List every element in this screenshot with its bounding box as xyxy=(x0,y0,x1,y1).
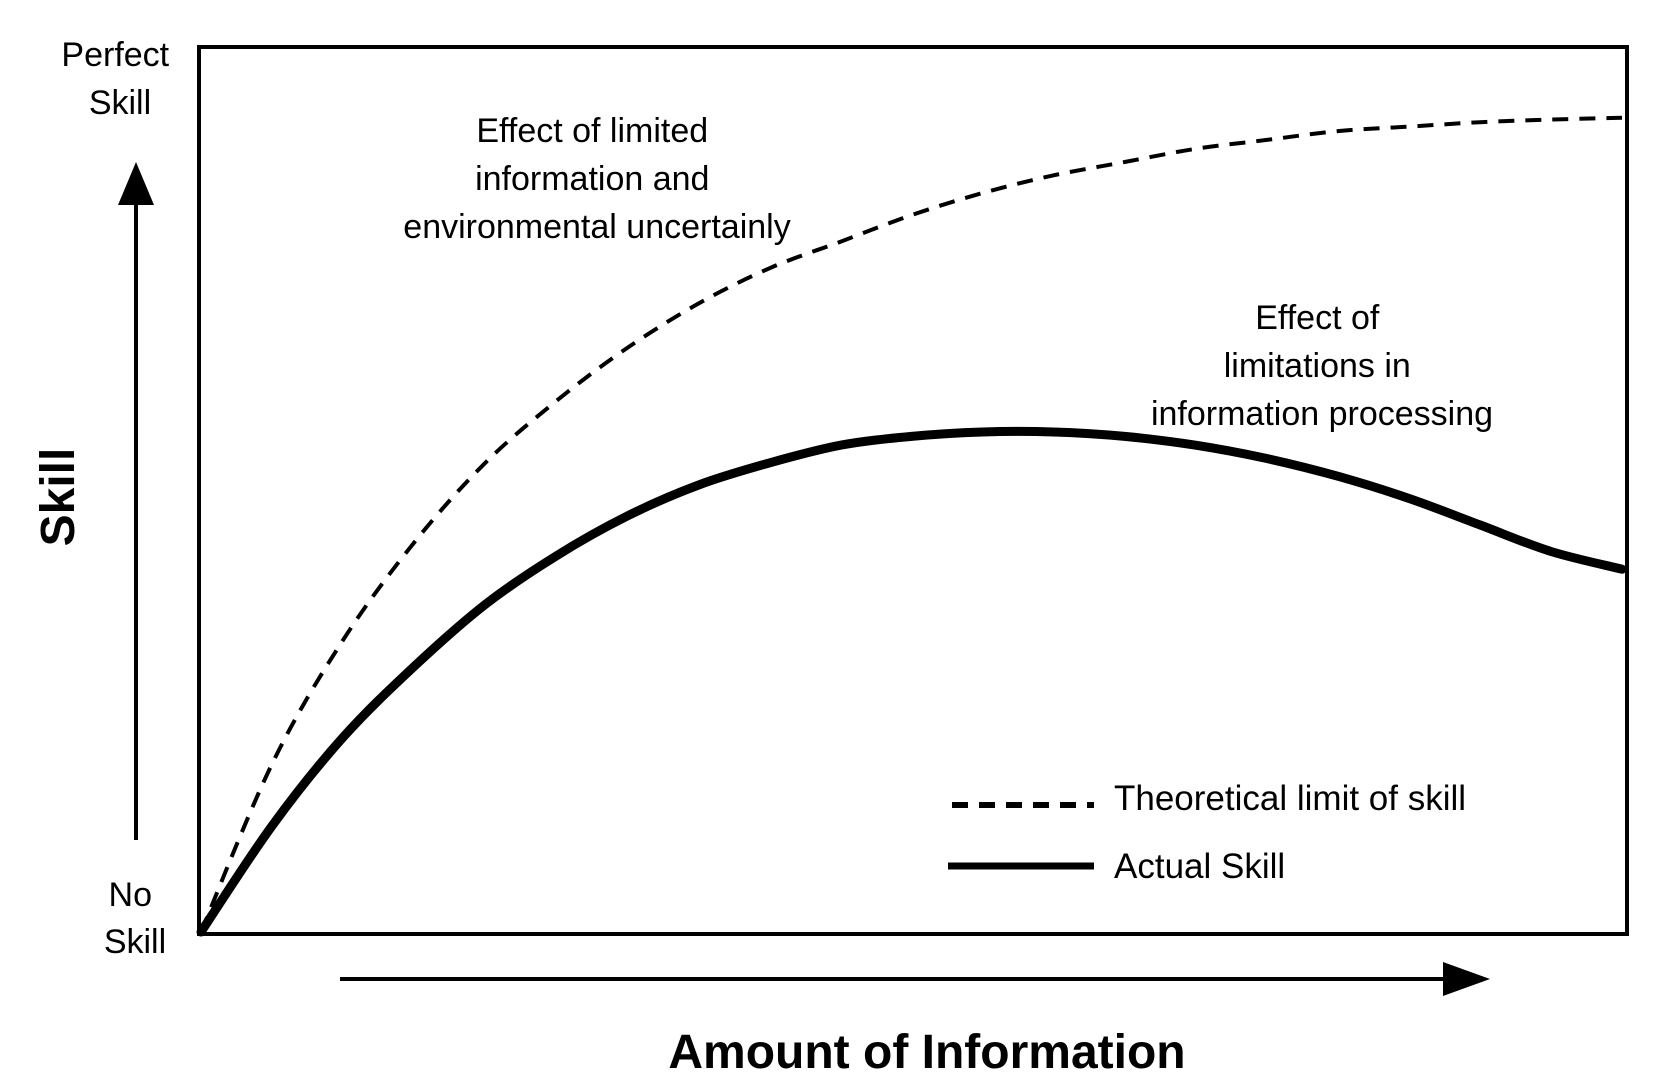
y-tick-top-line-1: Perfect xyxy=(61,36,169,74)
legend: Theoretical limit of skill Actual Skill xyxy=(948,779,1466,886)
x-axis-arrowhead xyxy=(1443,962,1490,996)
y-axis-arrowhead xyxy=(118,162,154,205)
legend-label-theoretical-limit: Theoretical limit of skill xyxy=(1114,779,1466,818)
y-tick-label-bottom: No Skill xyxy=(104,876,166,961)
annotation-processing-line-2: limitations in xyxy=(1224,347,1411,385)
annotation-processing: Effect of limitations in information pro… xyxy=(1151,299,1493,433)
annotation-processing-line-1: Effect of xyxy=(1255,299,1380,337)
annotation-uncertainty-line-2: information and xyxy=(475,160,709,198)
y-tick-bottom-line-1: No xyxy=(109,876,152,914)
annotation-uncertainty: Effect of limited information and enviro… xyxy=(403,112,790,246)
plot-frame xyxy=(197,45,1629,936)
annotation-processing-line-3: information processing xyxy=(1151,395,1493,433)
y-tick-bottom-line-2: Skill xyxy=(104,923,166,961)
series-line-actual-skill xyxy=(196,426,1627,937)
annotation-uncertainty-line-3: environmental uncertainly xyxy=(403,208,790,246)
y-axis-title: Skill xyxy=(32,448,85,547)
annotation-uncertainty-line-1: Effect of limited xyxy=(476,112,708,150)
legend-label-actual-skill: Actual Skill xyxy=(1114,847,1285,886)
series-line-theoretical-limit xyxy=(199,115,1623,933)
y-tick-top-line-2: Skill xyxy=(89,84,151,122)
y-tick-label-top: Perfect Skill xyxy=(61,36,178,122)
x-axis-title: Amount of Information xyxy=(668,1026,1185,1078)
